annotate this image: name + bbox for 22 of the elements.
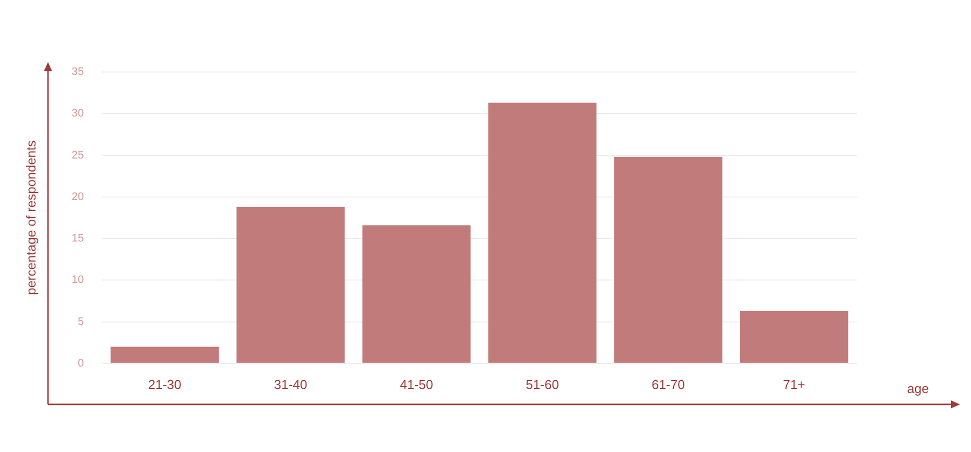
y-tick-label: 15: [72, 232, 84, 245]
y-tick-label: 30: [72, 108, 84, 120]
bar: [488, 102, 596, 363]
bar: [614, 156, 722, 363]
x-axis-title: age: [907, 380, 929, 396]
y-axis-title: percentage of respondents: [23, 140, 38, 296]
x-tick-label: 21-30: [148, 376, 182, 392]
bar: [110, 346, 219, 363]
y-tick-label: 10: [72, 274, 84, 286]
y-tick-label: 0: [78, 357, 84, 370]
y-tick-label: 25: [72, 149, 84, 162]
bar: [236, 206, 345, 363]
bar: [740, 310, 848, 363]
x-tick-label: 41-50: [400, 376, 434, 392]
x-tick-label: 61-70: [652, 376, 685, 392]
x-tick-label: 51-60: [526, 376, 559, 392]
x-tick-label: 71+: [783, 376, 806, 392]
y-tick-label: 20: [72, 190, 84, 203]
y-tick-label: 5: [78, 316, 84, 328]
x-tick-label: 31-40: [274, 376, 308, 392]
y-tick-label: 35: [72, 66, 84, 78]
bar: [362, 225, 471, 363]
